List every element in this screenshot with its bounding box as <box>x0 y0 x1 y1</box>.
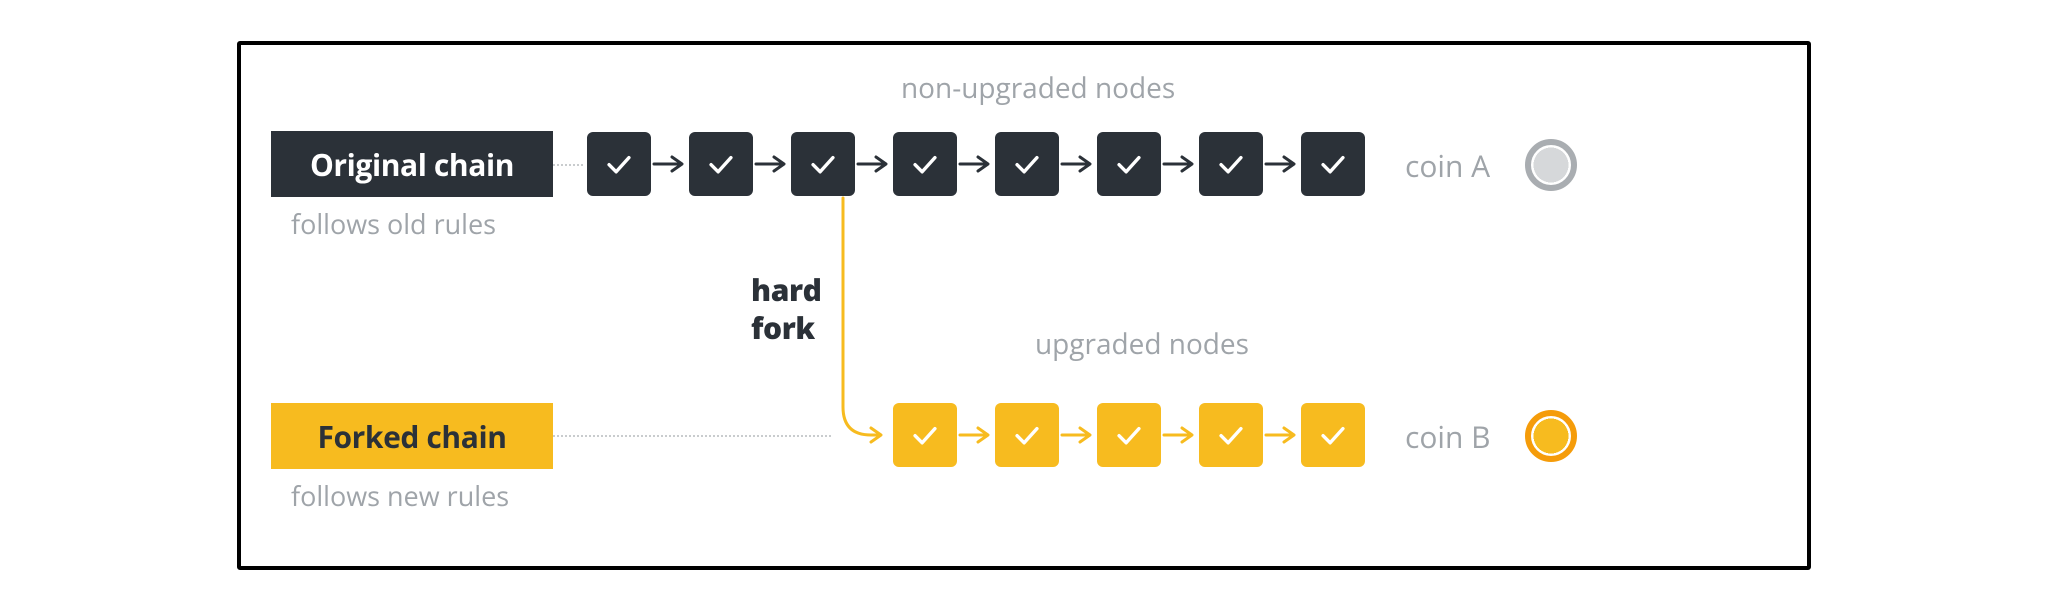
diagram-frame: non-upgraded nodes Original chain follow… <box>237 41 1811 570</box>
header-upgraded: upgraded nodes <box>1035 325 1249 363</box>
check-icon <box>1316 418 1350 452</box>
forked-chain-label: Forked chain <box>271 403 553 469</box>
coin-b-icon <box>1525 410 1577 462</box>
forked-chain-subtext: follows new rules <box>291 477 509 514</box>
fork-block-2 <box>1097 403 1161 467</box>
arrow-icon <box>1060 423 1096 447</box>
forked-chain-text: Forked chain <box>317 416 506 457</box>
arrow-icon <box>1264 423 1300 447</box>
check-icon <box>908 418 942 452</box>
fork-block-3 <box>1199 403 1263 467</box>
check-icon <box>1112 418 1146 452</box>
fork-block-1 <box>995 403 1059 467</box>
arrow-icon <box>958 423 994 447</box>
check-icon <box>1010 418 1044 452</box>
dotted-connector-forked <box>553 435 831 437</box>
fork-block-4 <box>1301 403 1365 467</box>
fork-block-0 <box>893 403 957 467</box>
coin-b-label: coin B <box>1405 416 1491 457</box>
arrow-icon <box>1162 423 1198 447</box>
check-icon <box>1214 418 1248 452</box>
